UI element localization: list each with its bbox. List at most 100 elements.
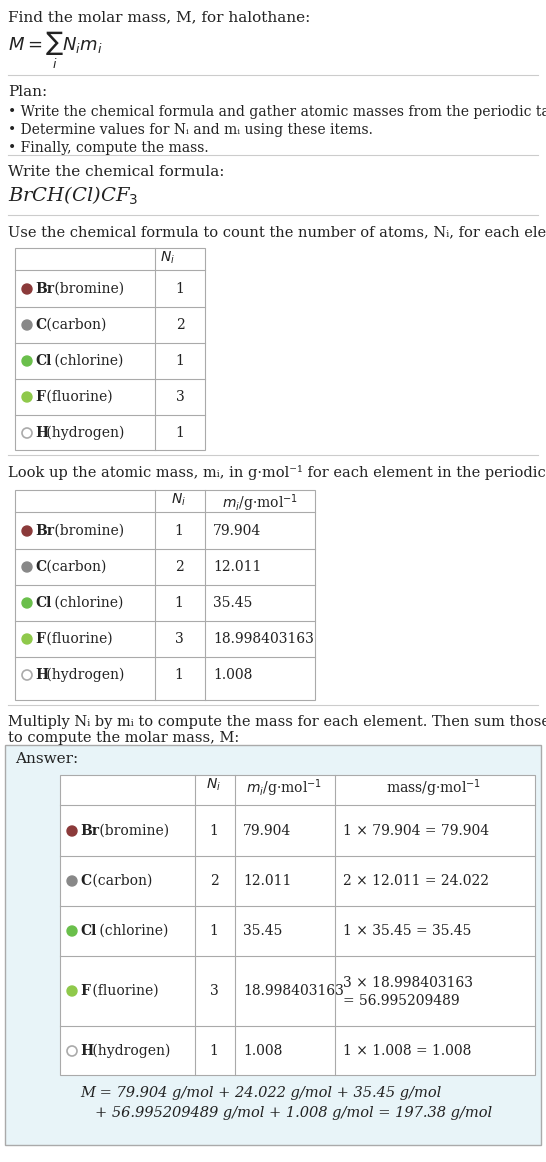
Text: Br: Br	[80, 824, 99, 838]
Text: C: C	[80, 874, 91, 888]
Text: 1: 1	[210, 824, 218, 838]
Text: 3: 3	[175, 632, 183, 646]
Text: Br: Br	[35, 524, 54, 538]
Circle shape	[67, 876, 77, 885]
Text: (fluorine): (fluorine)	[43, 390, 113, 404]
Text: 79.904: 79.904	[213, 524, 261, 538]
Text: mass/g·mol$^{-1}$: mass/g·mol$^{-1}$	[387, 777, 482, 798]
Text: (bromine): (bromine)	[95, 824, 169, 838]
Text: Cl: Cl	[35, 354, 51, 368]
Text: 1 × 1.008 = 1.008: 1 × 1.008 = 1.008	[343, 1043, 471, 1057]
Text: Br: Br	[35, 282, 54, 296]
Text: (hydrogen): (hydrogen)	[87, 1043, 170, 1059]
Text: 2: 2	[176, 318, 185, 332]
Text: 1: 1	[176, 354, 185, 368]
Circle shape	[67, 987, 77, 996]
Text: 12.011: 12.011	[213, 560, 262, 574]
Text: 3: 3	[210, 984, 218, 998]
Text: (fluorine): (fluorine)	[43, 632, 113, 646]
Text: 12.011: 12.011	[243, 874, 292, 888]
Circle shape	[22, 598, 32, 608]
Text: 2: 2	[210, 874, 218, 888]
Text: (fluorine): (fluorine)	[87, 984, 158, 998]
Bar	[60, 775, 535, 1075]
Text: 18.998403163: 18.998403163	[213, 632, 314, 646]
Circle shape	[22, 562, 32, 572]
Text: (hydrogen): (hydrogen)	[43, 668, 125, 682]
Text: (hydrogen): (hydrogen)	[43, 425, 125, 440]
Text: 1: 1	[176, 426, 185, 440]
Text: Multiply Nᵢ by mᵢ to compute the mass for each element. Then sum those values
to: Multiply Nᵢ by mᵢ to compute the mass fo…	[8, 715, 546, 745]
Circle shape	[22, 526, 32, 536]
Text: • Determine values for Nᵢ and mᵢ using these items.: • Determine values for Nᵢ and mᵢ using t…	[8, 123, 373, 137]
Text: 1.008: 1.008	[213, 668, 252, 682]
Circle shape	[67, 1046, 77, 1056]
Text: Answer:: Answer:	[15, 752, 78, 766]
Circle shape	[22, 392, 32, 402]
Text: Cl: Cl	[35, 596, 51, 610]
Text: C: C	[35, 318, 46, 332]
Text: Find the molar mass, M, for halothane:: Find the molar mass, M, for halothane:	[8, 10, 310, 24]
Text: Plan:: Plan:	[8, 85, 48, 99]
Text: (carbon): (carbon)	[87, 874, 152, 888]
Circle shape	[67, 926, 77, 937]
Circle shape	[22, 356, 32, 366]
Text: F: F	[35, 390, 45, 404]
Text: • Finally, compute the mass.: • Finally, compute the mass.	[8, 141, 209, 155]
Text: BrCH(Cl)CF$_3$: BrCH(Cl)CF$_3$	[8, 185, 139, 207]
Text: $N_i$: $N_i$	[206, 777, 222, 794]
Text: $N_i$: $N_i$	[160, 250, 175, 266]
Text: 1 × 79.904 = 79.904: 1 × 79.904 = 79.904	[343, 824, 489, 838]
Text: $m_i$/g·mol$^{-1}$: $m_i$/g·mol$^{-1}$	[246, 777, 322, 798]
Text: H: H	[35, 668, 48, 682]
Text: 1: 1	[175, 524, 183, 538]
Text: $N_i$: $N_i$	[171, 492, 187, 509]
Bar	[15, 248, 205, 450]
Text: $m_i$/g·mol$^{-1}$: $m_i$/g·mol$^{-1}$	[222, 492, 298, 514]
Text: 1: 1	[175, 596, 183, 610]
Text: 35.45: 35.45	[213, 596, 252, 610]
Circle shape	[22, 284, 32, 294]
Text: (chlorine): (chlorine)	[95, 924, 168, 938]
Text: M = 79.904 g/mol + 24.022 g/mol + 35.45 g/mol: M = 79.904 g/mol + 24.022 g/mol + 35.45 …	[80, 1086, 441, 1100]
Text: F: F	[80, 984, 90, 998]
Text: 3 × 18.998403163: 3 × 18.998403163	[343, 976, 473, 990]
Text: 2: 2	[175, 560, 183, 574]
Text: $M = \sum_i N_i m_i$: $M = \sum_i N_i m_i$	[8, 30, 103, 71]
Text: 1 × 35.45 = 35.45: 1 × 35.45 = 35.45	[343, 924, 471, 938]
Bar	[5, 745, 541, 1145]
Text: (chlorine): (chlorine)	[50, 354, 123, 368]
Bar	[15, 490, 315, 700]
Text: 1: 1	[175, 668, 183, 682]
Text: (chlorine): (chlorine)	[50, 596, 123, 610]
Circle shape	[22, 670, 32, 680]
Text: 1.008: 1.008	[243, 1043, 282, 1057]
Text: Look up the atomic mass, mᵢ, in g·mol⁻¹ for each element in the periodic table:: Look up the atomic mass, mᵢ, in g·mol⁻¹ …	[8, 465, 546, 480]
Text: (bromine): (bromine)	[50, 282, 124, 296]
Text: 1: 1	[210, 1043, 218, 1057]
Circle shape	[22, 634, 32, 644]
Text: = 56.995209489: = 56.995209489	[343, 994, 460, 1007]
Text: (carbon): (carbon)	[43, 560, 107, 574]
Text: 1: 1	[176, 282, 185, 296]
Text: Use the chemical formula to count the number of atoms, Nᵢ, for each element:: Use the chemical formula to count the nu…	[8, 225, 546, 239]
Text: H: H	[80, 1043, 93, 1057]
Text: 35.45: 35.45	[243, 924, 282, 938]
Text: (bromine): (bromine)	[50, 524, 124, 538]
Text: 79.904: 79.904	[243, 824, 291, 838]
Text: 3: 3	[176, 390, 185, 404]
Text: Cl: Cl	[80, 924, 97, 938]
Text: 2 × 12.011 = 24.022: 2 × 12.011 = 24.022	[343, 874, 489, 888]
Text: 1: 1	[210, 924, 218, 938]
Text: • Write the chemical formula and gather atomic masses from the periodic table.: • Write the chemical formula and gather …	[8, 105, 546, 119]
Text: Write the chemical formula:: Write the chemical formula:	[8, 165, 224, 179]
Text: + 56.995209489 g/mol + 1.008 g/mol = 197.38 g/mol: + 56.995209489 g/mol + 1.008 g/mol = 197…	[95, 1106, 492, 1120]
Text: F: F	[35, 632, 45, 646]
Circle shape	[67, 826, 77, 835]
Circle shape	[22, 320, 32, 330]
Text: (carbon): (carbon)	[43, 318, 107, 332]
Circle shape	[22, 428, 32, 438]
Text: H: H	[35, 426, 48, 440]
Text: C: C	[35, 560, 46, 574]
Text: 18.998403163: 18.998403163	[243, 984, 344, 998]
